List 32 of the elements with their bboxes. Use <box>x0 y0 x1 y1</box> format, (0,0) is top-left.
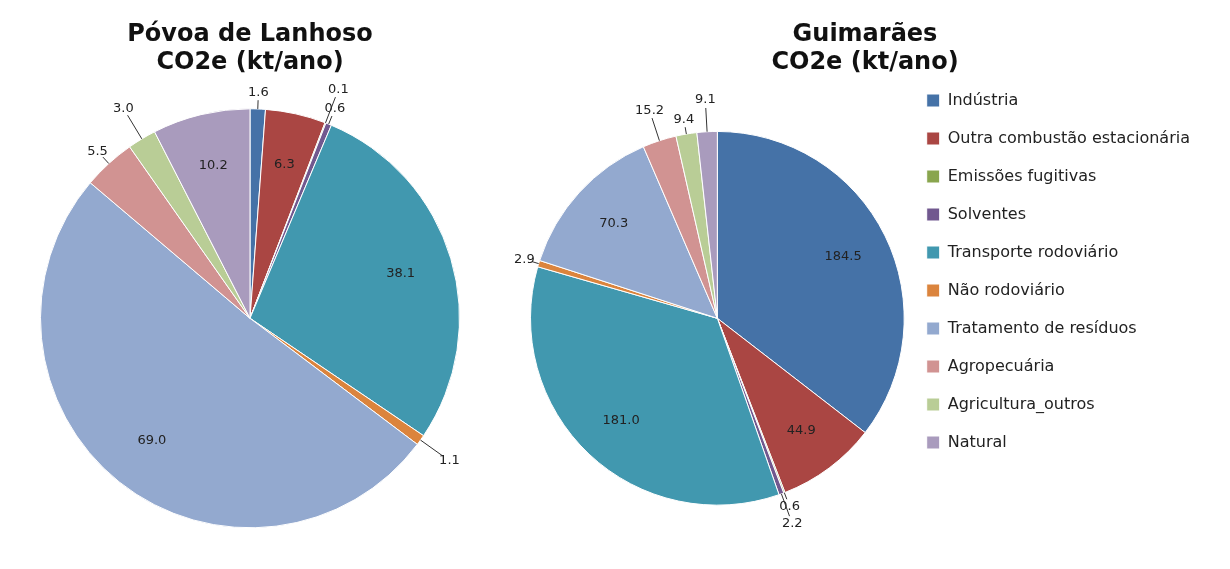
legend-label: Transporte rodoviário <box>946 241 1119 261</box>
data-label: 10.2 <box>198 156 228 172</box>
legend-label: Outra combustão estacionária <box>947 127 1190 147</box>
data-label: 2.9 <box>514 250 535 266</box>
data-label: 15.2 <box>635 101 665 117</box>
legend-label: Indústria <box>947 89 1019 109</box>
data-label: 9.1 <box>695 91 716 107</box>
data-label: 5.5 <box>87 142 108 158</box>
data-label: 0.6 <box>779 498 801 514</box>
data-label: 3.0 <box>113 99 134 115</box>
legend-label: Emissões fugitivas <box>947 165 1097 185</box>
chart-title: Póvoa de Lanhoso CO2e (kt/ano) <box>127 18 373 76</box>
data-label: 0.6 <box>324 99 346 115</box>
legend-label: Agricultura_outros <box>947 393 1095 414</box>
legend-label: Natural <box>947 431 1007 451</box>
data-label: 9.4 <box>673 110 695 126</box>
data-label: 69.0 <box>137 432 167 448</box>
chart-title: Guimarães CO2e (kt/ano) <box>771 18 959 76</box>
data-label: 70.3 <box>599 215 629 231</box>
data-label: 38.1 <box>386 264 416 280</box>
data-label: 2.2 <box>781 515 803 531</box>
data-label: 181.0 <box>602 411 640 427</box>
data-label: 0.1 <box>327 81 349 97</box>
data-label: 6.3 <box>273 156 295 172</box>
data-label: 1.1 <box>439 452 460 468</box>
data-label: 1.6 <box>248 83 269 99</box>
legend-label: Agropecuária <box>947 355 1055 375</box>
data-label: 184.5 <box>824 247 862 263</box>
legend-label: Não rodoviário <box>947 279 1065 299</box>
legend-label: Solventes <box>947 203 1026 223</box>
legend-label: Tratamento de resíduos <box>946 317 1137 337</box>
data-label: 44.9 <box>786 421 816 437</box>
